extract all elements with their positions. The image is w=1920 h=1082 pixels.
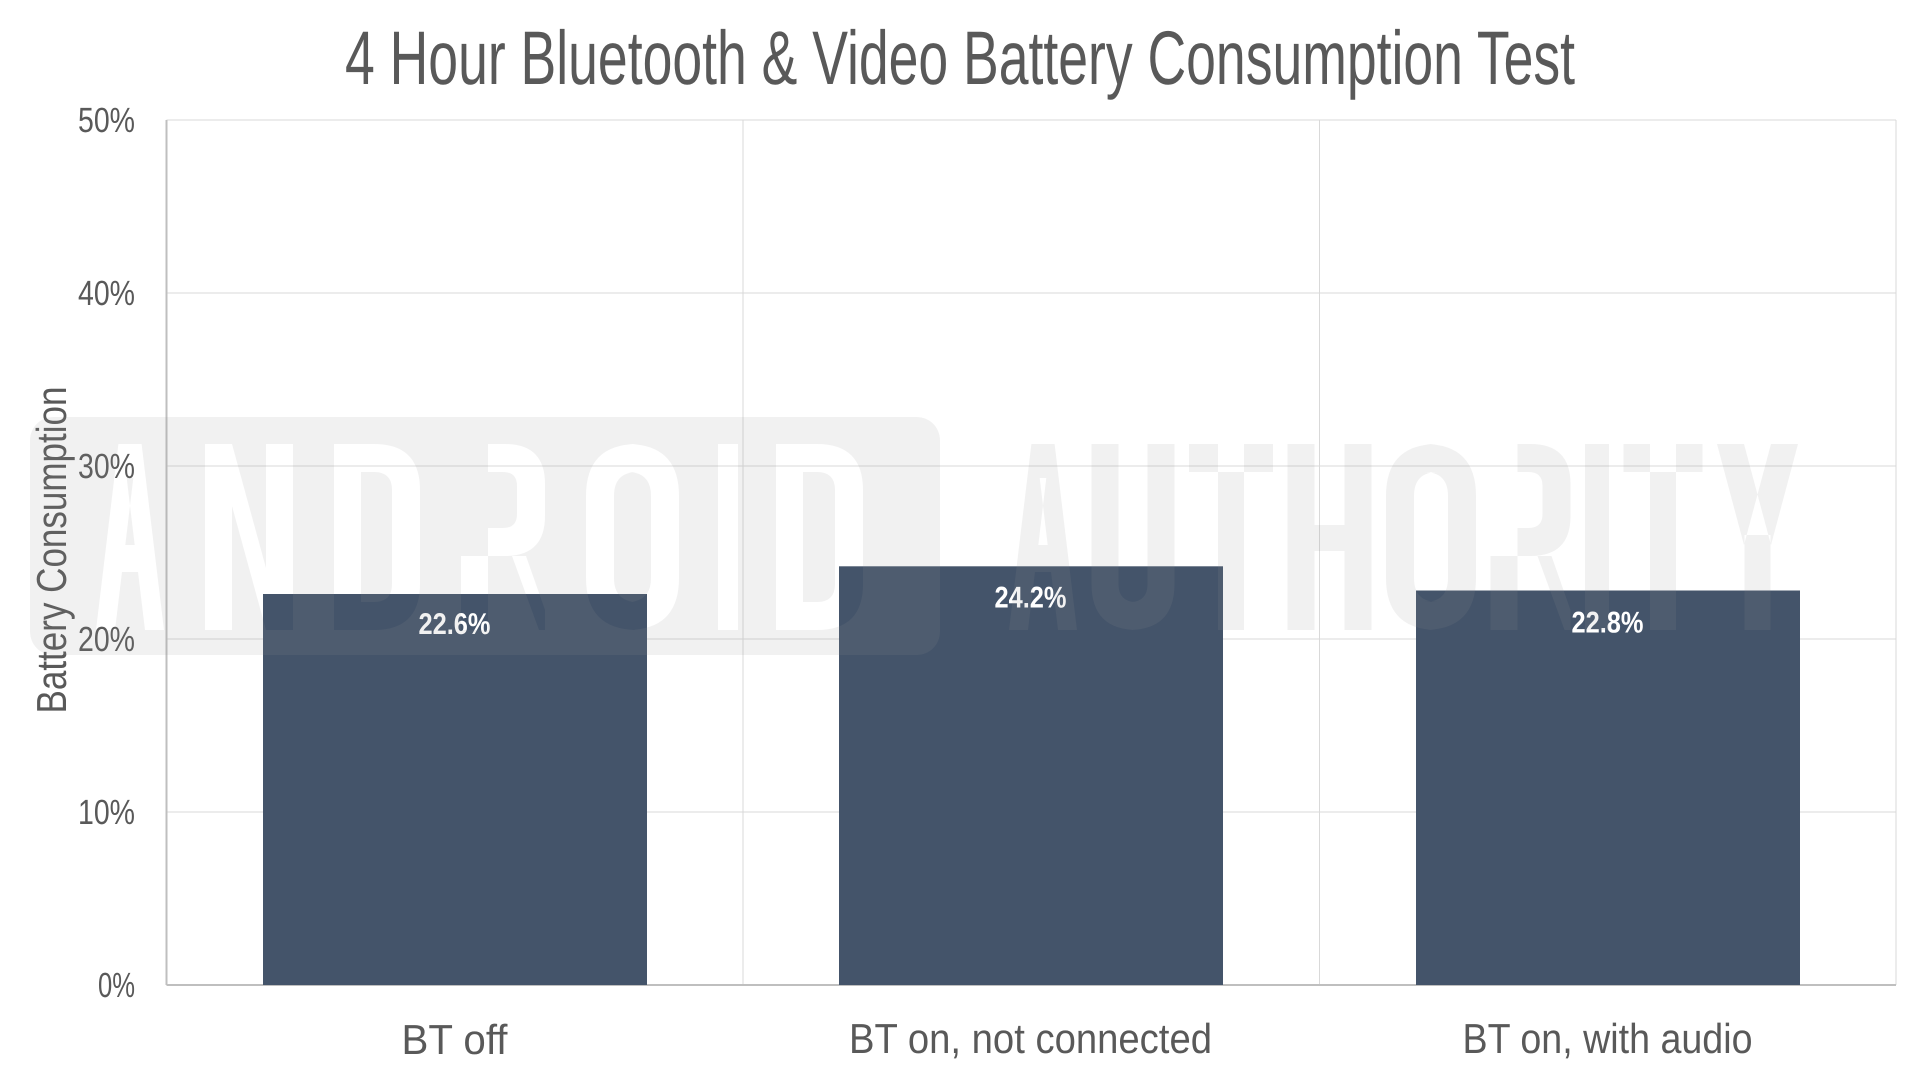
svg-text:40%: 40% [78,274,135,313]
svg-text:20%: 20% [78,620,135,659]
svg-text:22.8%: 22.8% [1572,607,1644,640]
svg-text:30%: 30% [78,447,135,486]
svg-text:0%: 0% [98,966,135,1005]
svg-text:BT on, not connected: BT on, not connected [849,1015,1212,1062]
svg-text:BT on, with audio: BT on, with audio [1463,1015,1753,1062]
svg-text:Battery Consumption: Battery Consumption [28,387,75,714]
svg-text:BT off: BT off [402,1016,508,1063]
svg-text:22.6%: 22.6% [419,608,491,641]
svg-text:4 Hour Bluetooth & Video Batte: 4 Hour Bluetooth & Video Battery Consump… [345,16,1575,101]
svg-text:10%: 10% [78,793,135,832]
svg-text:50%: 50% [78,101,135,140]
svg-text:24.2%: 24.2% [995,582,1067,615]
